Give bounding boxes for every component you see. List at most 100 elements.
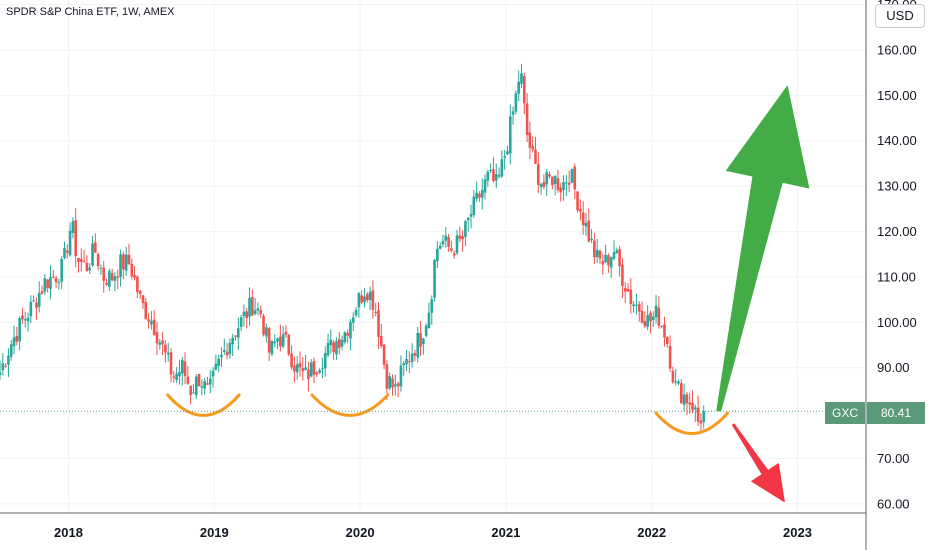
candle-body <box>405 358 408 365</box>
candle-body <box>262 315 265 335</box>
candle-body <box>640 310 644 323</box>
candle-body <box>643 321 647 327</box>
candle-body <box>567 182 571 185</box>
candle-body <box>68 230 72 256</box>
candle-body <box>388 376 392 389</box>
candle-body <box>514 93 518 112</box>
candle-body <box>691 402 694 411</box>
x-tick-label: 2018 <box>54 525 83 540</box>
candle-body <box>663 324 666 338</box>
candle-body <box>32 300 35 302</box>
candle-body <box>528 132 532 148</box>
candle-body <box>77 257 80 262</box>
candle-body <box>343 332 347 343</box>
candle-body <box>116 276 120 278</box>
candle-body <box>433 259 436 298</box>
candle-body <box>685 394 689 404</box>
candle-body <box>416 332 420 358</box>
candle-body <box>312 360 316 375</box>
candle-body <box>475 192 478 199</box>
candle-body <box>147 319 150 322</box>
candle-body <box>461 236 464 240</box>
y-tick-label: 70.00 <box>877 451 910 466</box>
y-tick-label: 100.00 <box>877 315 917 330</box>
candle-body <box>74 220 77 257</box>
currency-button[interactable]: USD <box>875 4 925 28</box>
candle-body <box>363 296 366 303</box>
y-tick-label: 110.00 <box>877 269 916 284</box>
candle-body <box>40 291 44 294</box>
candle-body <box>253 310 257 314</box>
candle-body <box>49 277 52 289</box>
candle-body <box>340 340 344 347</box>
rounded-bottom-curve <box>310 393 390 417</box>
candle-body <box>119 254 122 277</box>
y-tick-label: 130.00 <box>877 179 917 194</box>
candle-body <box>360 295 363 303</box>
candle-body <box>534 149 537 164</box>
candle-body <box>679 383 683 404</box>
candle-body <box>607 255 610 266</box>
candle-body <box>298 362 302 368</box>
candle-body <box>63 247 66 259</box>
candle-body <box>180 360 184 374</box>
candle-body <box>57 282 61 284</box>
y-tick-label: 150.00 <box>877 88 917 103</box>
candle-body <box>382 344 386 365</box>
candle-body <box>124 254 128 271</box>
candle-body <box>371 290 375 310</box>
candle-body <box>307 369 310 380</box>
candle-body <box>629 289 633 305</box>
candle-body <box>88 267 92 271</box>
candle-body <box>37 293 41 307</box>
candle-body <box>374 312 377 314</box>
candle-body <box>427 312 431 329</box>
candle-body <box>200 386 204 388</box>
candle-body <box>604 254 607 263</box>
x-tick-label: 2021 <box>491 525 520 540</box>
candle-body <box>349 321 352 339</box>
candle-body <box>315 372 319 375</box>
candle-body <box>635 304 638 306</box>
candle-body <box>23 319 27 321</box>
candle-body <box>225 351 229 356</box>
candle-body <box>553 175 557 185</box>
candle-body <box>354 309 358 316</box>
candle-body <box>295 364 299 373</box>
candle-body <box>0 372 2 375</box>
candle-body <box>450 248 453 251</box>
candle-body <box>152 319 156 335</box>
candle-body <box>281 334 285 347</box>
candle-body <box>194 376 198 396</box>
candle-body <box>323 353 327 369</box>
candle-body <box>565 182 568 184</box>
candle-body <box>183 361 187 377</box>
candle-body <box>452 253 456 256</box>
candle-body <box>94 242 97 253</box>
candle-body <box>436 248 439 262</box>
candle-body <box>424 325 428 336</box>
candle-body <box>455 235 459 253</box>
candle-body <box>43 278 47 292</box>
candle-body <box>172 376 176 378</box>
candle-body <box>192 392 195 394</box>
candle-body <box>441 240 445 245</box>
candle-body <box>251 296 254 316</box>
candle-body <box>234 335 237 337</box>
candle-body <box>478 193 481 198</box>
candle-body <box>696 407 700 422</box>
candle-body <box>562 182 565 191</box>
candle-body <box>228 342 232 354</box>
candle-body <box>618 249 621 267</box>
candle-body <box>399 365 403 387</box>
chart-grid <box>0 0 866 513</box>
candle-body <box>239 317 243 327</box>
candle-body <box>396 383 400 387</box>
ticker-badge: GXC <box>825 402 865 424</box>
candle-body <box>517 81 520 94</box>
candle-body <box>551 176 554 186</box>
candle-body <box>284 331 288 335</box>
candle-body <box>559 187 563 193</box>
candle-body <box>91 243 94 266</box>
